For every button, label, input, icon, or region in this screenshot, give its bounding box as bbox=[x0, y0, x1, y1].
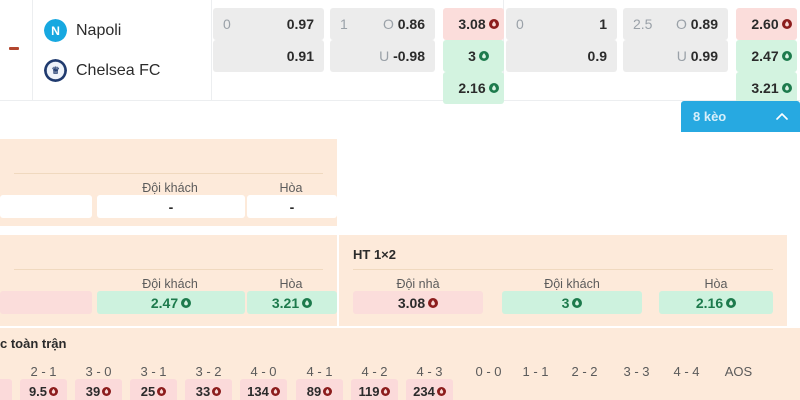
svg-text:N: N bbox=[51, 24, 60, 38]
svg-text:♕: ♕ bbox=[51, 67, 59, 77]
